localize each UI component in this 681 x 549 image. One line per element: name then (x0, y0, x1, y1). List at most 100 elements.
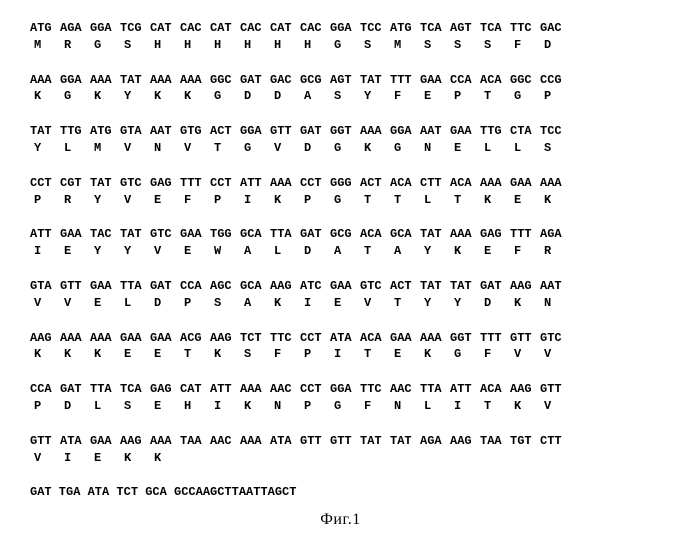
codon: TAT (360, 433, 390, 450)
amino-acid: Y (450, 295, 480, 312)
amino-acid: D (540, 37, 570, 54)
amino-acid: V (120, 140, 150, 157)
amino-acid: E (150, 346, 180, 363)
amino-acid: D (480, 295, 510, 312)
codon: AAA (240, 433, 270, 450)
amino-acid: E (120, 346, 150, 363)
trailing-dna: GAT TGA ATA TCT GCA GCCAAGCTTAATTAGCT (30, 484, 651, 501)
codon: AAT (420, 123, 450, 140)
dna-row: CCTCGTTATGTCGAGTTTCCTATTAAACCTGGGACTACAC… (30, 175, 651, 192)
codon: TAC (90, 226, 120, 243)
amino-acid: A (330, 243, 360, 260)
codon: GTT (30, 433, 60, 450)
amino-acid: D (270, 88, 300, 105)
amino-acid: Y (420, 243, 450, 260)
codon: GGA (330, 20, 360, 37)
amino-acid: V (60, 295, 90, 312)
amino-acid: E (60, 243, 90, 260)
aa-row: YLMVNVTGVDGKGNELLS (30, 140, 651, 157)
amino-acid: A (300, 88, 330, 105)
codon: GAG (480, 226, 510, 243)
amino-acid: S (240, 346, 270, 363)
amino-acid: F (180, 192, 210, 209)
codon: AAC (270, 381, 300, 398)
codon: TTC (270, 330, 300, 347)
codon: TGT (510, 433, 540, 450)
aa-row: IEYYVEWALDATAYKEFR (30, 243, 651, 260)
amino-acid: G (240, 140, 270, 157)
amino-acid: D (300, 140, 330, 157)
codon: AAG (270, 278, 300, 295)
codon: AAG (510, 381, 540, 398)
amino-acid: M (90, 140, 120, 157)
codon: CCT (210, 175, 240, 192)
amino-acid: N (390, 398, 420, 415)
codon: GCA (240, 226, 270, 243)
amino-acid: V (270, 140, 300, 157)
codon: AAG (30, 330, 60, 347)
amino-acid: R (60, 37, 90, 54)
amino-acid: K (30, 346, 60, 363)
aa-row: PRYVEFPIKPGTTLTKEK (30, 192, 651, 209)
amino-acid: P (450, 88, 480, 105)
codon: CCT (300, 381, 330, 398)
amino-acid: N (150, 140, 180, 157)
codon: GGA (390, 123, 420, 140)
codon: GTA (120, 123, 150, 140)
amino-acid: S (420, 37, 450, 54)
codon: AAA (150, 72, 180, 89)
amino-acid: A (390, 243, 420, 260)
codon: TAT (420, 226, 450, 243)
codon: CAT (150, 20, 180, 37)
amino-acid: H (180, 37, 210, 54)
amino-acid: K (210, 346, 240, 363)
codon: ATA (60, 433, 90, 450)
amino-acid: K (480, 192, 510, 209)
codon: TAT (390, 433, 420, 450)
codon: GTT (270, 123, 300, 140)
codon: TCC (540, 123, 570, 140)
codon: TCC (360, 20, 390, 37)
amino-acid: G (450, 346, 480, 363)
codon: GAT (150, 278, 180, 295)
amino-acid: G (210, 88, 240, 105)
amino-acid: V (360, 295, 390, 312)
codon: GCA (390, 226, 420, 243)
amino-acid: G (390, 140, 420, 157)
codon: TAT (120, 72, 150, 89)
amino-acid: P (30, 398, 60, 415)
codon: TTG (60, 123, 90, 140)
amino-acid: G (330, 192, 360, 209)
sequence-block: ATGAGAGGATCGCATCACCATCACCATCACGGATCCATGT… (30, 20, 651, 54)
codon: ATT (450, 381, 480, 398)
amino-acid: H (240, 37, 270, 54)
codon: AGA (420, 433, 450, 450)
amino-acid: E (510, 192, 540, 209)
amino-acid: K (30, 88, 60, 105)
codon: AAA (240, 381, 270, 398)
codon: AAA (480, 175, 510, 192)
amino-acid: S (480, 37, 510, 54)
codon: ATG (30, 20, 60, 37)
amino-acid: K (90, 346, 120, 363)
codon: TAA (480, 433, 510, 450)
amino-acid: I (330, 346, 360, 363)
codon: TAT (120, 226, 150, 243)
amino-acid: V (180, 140, 210, 157)
amino-acid: L (480, 140, 510, 157)
codon: ATT (210, 381, 240, 398)
amino-acid: V (30, 450, 60, 467)
codon: GAC (270, 72, 300, 89)
codon: ACT (210, 123, 240, 140)
codon: TAA (180, 433, 210, 450)
codon: AAA (450, 226, 480, 243)
amino-acid: L (420, 398, 450, 415)
codon: CCT (300, 175, 330, 192)
amino-acid: W (210, 243, 240, 260)
codon: GGC (210, 72, 240, 89)
amino-acid: L (90, 398, 120, 415)
codon: TAT (30, 123, 60, 140)
amino-acid: E (90, 450, 120, 467)
amino-acid: G (330, 398, 360, 415)
codon: ACA (390, 175, 420, 192)
